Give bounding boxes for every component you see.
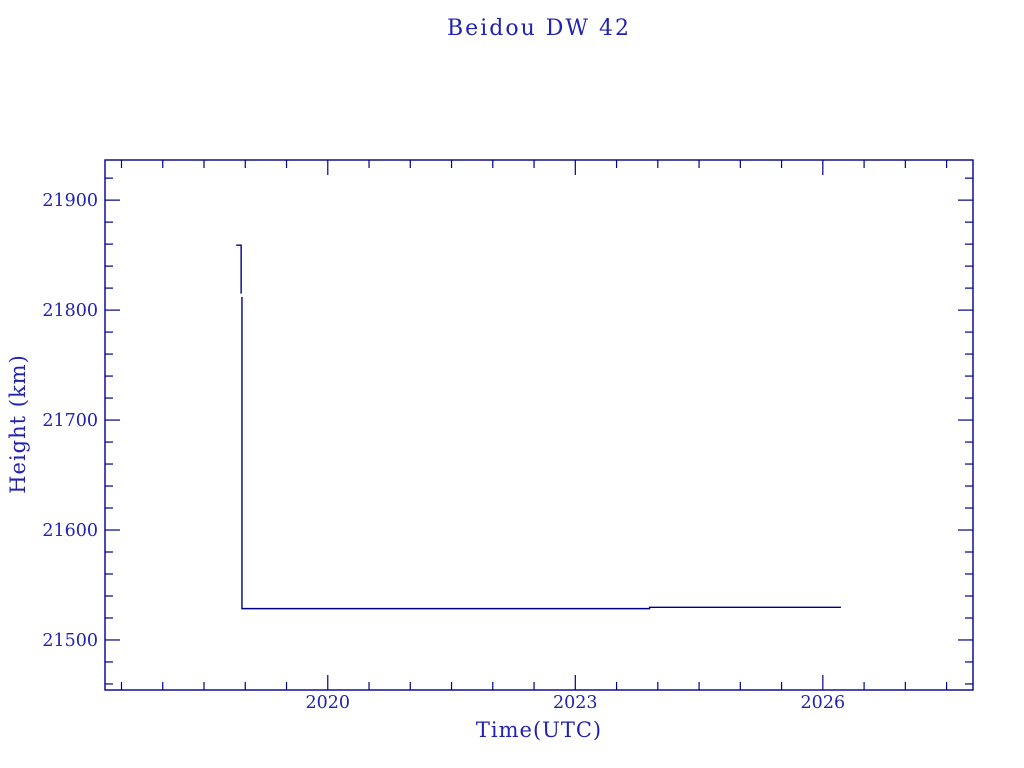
y-tick-label: 21500: [42, 631, 98, 651]
x-tick-label: 2023: [553, 693, 598, 713]
y-tick-label: 21600: [42, 521, 98, 541]
chart-title: Beidou DW 42: [447, 16, 631, 41]
y-tick-label: 21700: [42, 411, 98, 431]
y-axis-title: Height (km): [6, 354, 30, 494]
y-tick-label: 21900: [42, 191, 98, 211]
data-series-line: [241, 296, 841, 610]
x-tick-label: 2026: [801, 693, 846, 713]
data-series-line: [236, 244, 242, 294]
plot-frame: [104, 159, 974, 691]
x-axis-title: Time(UTC): [475, 718, 603, 742]
y-tick-label: 21800: [42, 301, 98, 321]
x-tick-label: 2020: [306, 693, 351, 713]
